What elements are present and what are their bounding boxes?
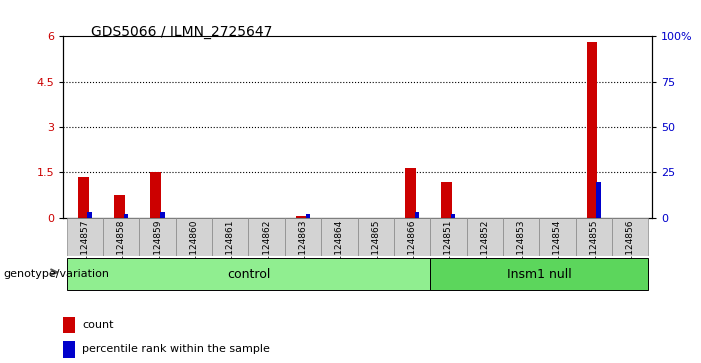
Bar <box>404 168 416 218</box>
Bar <box>576 218 612 256</box>
Bar <box>67 218 103 256</box>
Text: GSM1124857: GSM1124857 <box>81 220 90 280</box>
Bar <box>414 212 419 218</box>
Text: control: control <box>227 268 270 281</box>
Bar <box>441 182 452 218</box>
Text: GSM1124861: GSM1124861 <box>226 220 235 280</box>
Bar <box>430 258 648 290</box>
Bar <box>321 218 358 256</box>
Bar <box>88 212 92 218</box>
Text: GSM1124856: GSM1124856 <box>625 220 634 280</box>
Text: GSM1124859: GSM1124859 <box>153 220 162 280</box>
Bar <box>503 218 539 256</box>
Text: count: count <box>83 320 114 330</box>
Text: percentile rank within the sample: percentile rank within the sample <box>83 344 271 354</box>
Bar <box>67 258 430 290</box>
Bar <box>150 172 161 218</box>
Text: GSM1124864: GSM1124864 <box>335 220 343 280</box>
Bar <box>176 218 212 256</box>
Bar <box>587 42 597 218</box>
Bar <box>78 177 88 218</box>
Bar <box>451 214 455 218</box>
Bar <box>285 218 321 256</box>
Bar <box>296 216 306 218</box>
Text: GSM1124851: GSM1124851 <box>444 220 453 280</box>
Text: GSM1124866: GSM1124866 <box>407 220 416 280</box>
Bar <box>467 218 503 256</box>
Bar <box>103 218 139 256</box>
Bar <box>430 218 467 256</box>
Bar <box>139 218 176 256</box>
Text: GSM1124853: GSM1124853 <box>517 220 526 280</box>
Bar <box>394 218 430 256</box>
Bar <box>597 182 601 218</box>
Bar <box>63 317 76 333</box>
Text: GDS5066 / ILMN_2725647: GDS5066 / ILMN_2725647 <box>91 25 273 40</box>
Text: GSM1124865: GSM1124865 <box>372 220 380 280</box>
Text: GSM1124860: GSM1124860 <box>189 220 198 280</box>
Bar <box>539 218 576 256</box>
Text: GSM1124858: GSM1124858 <box>117 220 125 280</box>
Bar <box>306 214 310 218</box>
Text: GSM1124863: GSM1124863 <box>299 220 308 280</box>
Text: GSM1124862: GSM1124862 <box>262 220 271 280</box>
Bar <box>114 195 125 218</box>
Bar <box>124 214 128 218</box>
Text: Insm1 null: Insm1 null <box>507 268 571 281</box>
Text: GSM1124855: GSM1124855 <box>590 220 598 280</box>
Bar <box>160 212 165 218</box>
Bar <box>212 218 248 256</box>
Bar <box>358 218 394 256</box>
Text: GSM1124852: GSM1124852 <box>480 220 489 280</box>
Bar <box>612 218 648 256</box>
Bar <box>248 218 285 256</box>
Text: genotype/variation: genotype/variation <box>4 269 109 279</box>
Text: GSM1124854: GSM1124854 <box>553 220 562 280</box>
Bar <box>63 341 76 358</box>
